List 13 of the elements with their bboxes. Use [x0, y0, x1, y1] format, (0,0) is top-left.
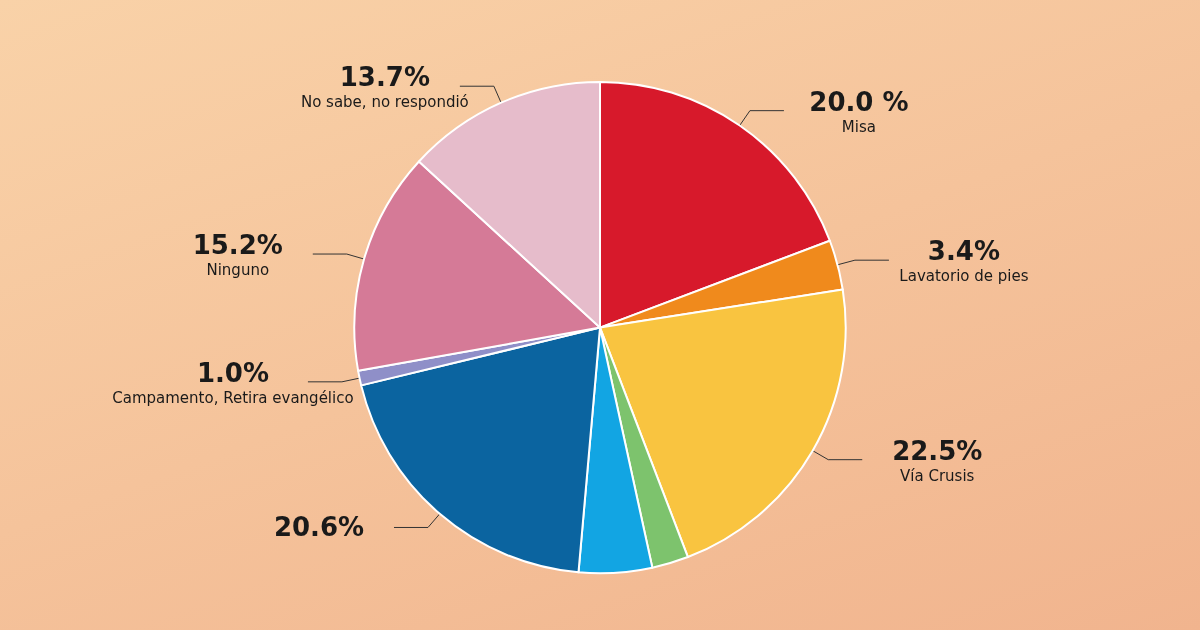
data-label: 1.0% [196, 357, 269, 388]
slice-label: Vía Crusis [900, 466, 975, 485]
data-label: 15.2% [192, 230, 283, 261]
data-label: 20.6% [273, 512, 365, 543]
data-label: 3.4% [927, 236, 1000, 267]
data-label: 20.0 % [809, 86, 909, 117]
slice-label: Lavatorio de pies [899, 267, 1029, 286]
slice-label: Ninguno [206, 261, 270, 280]
data-label: 13.7% [339, 62, 430, 93]
data-label: 22.5% [892, 435, 983, 466]
slice-label: No sabe, no respondió [300, 93, 469, 112]
slice-label: Campamento, Retira evangélico [112, 388, 354, 407]
slice-label: Misa [841, 117, 876, 136]
